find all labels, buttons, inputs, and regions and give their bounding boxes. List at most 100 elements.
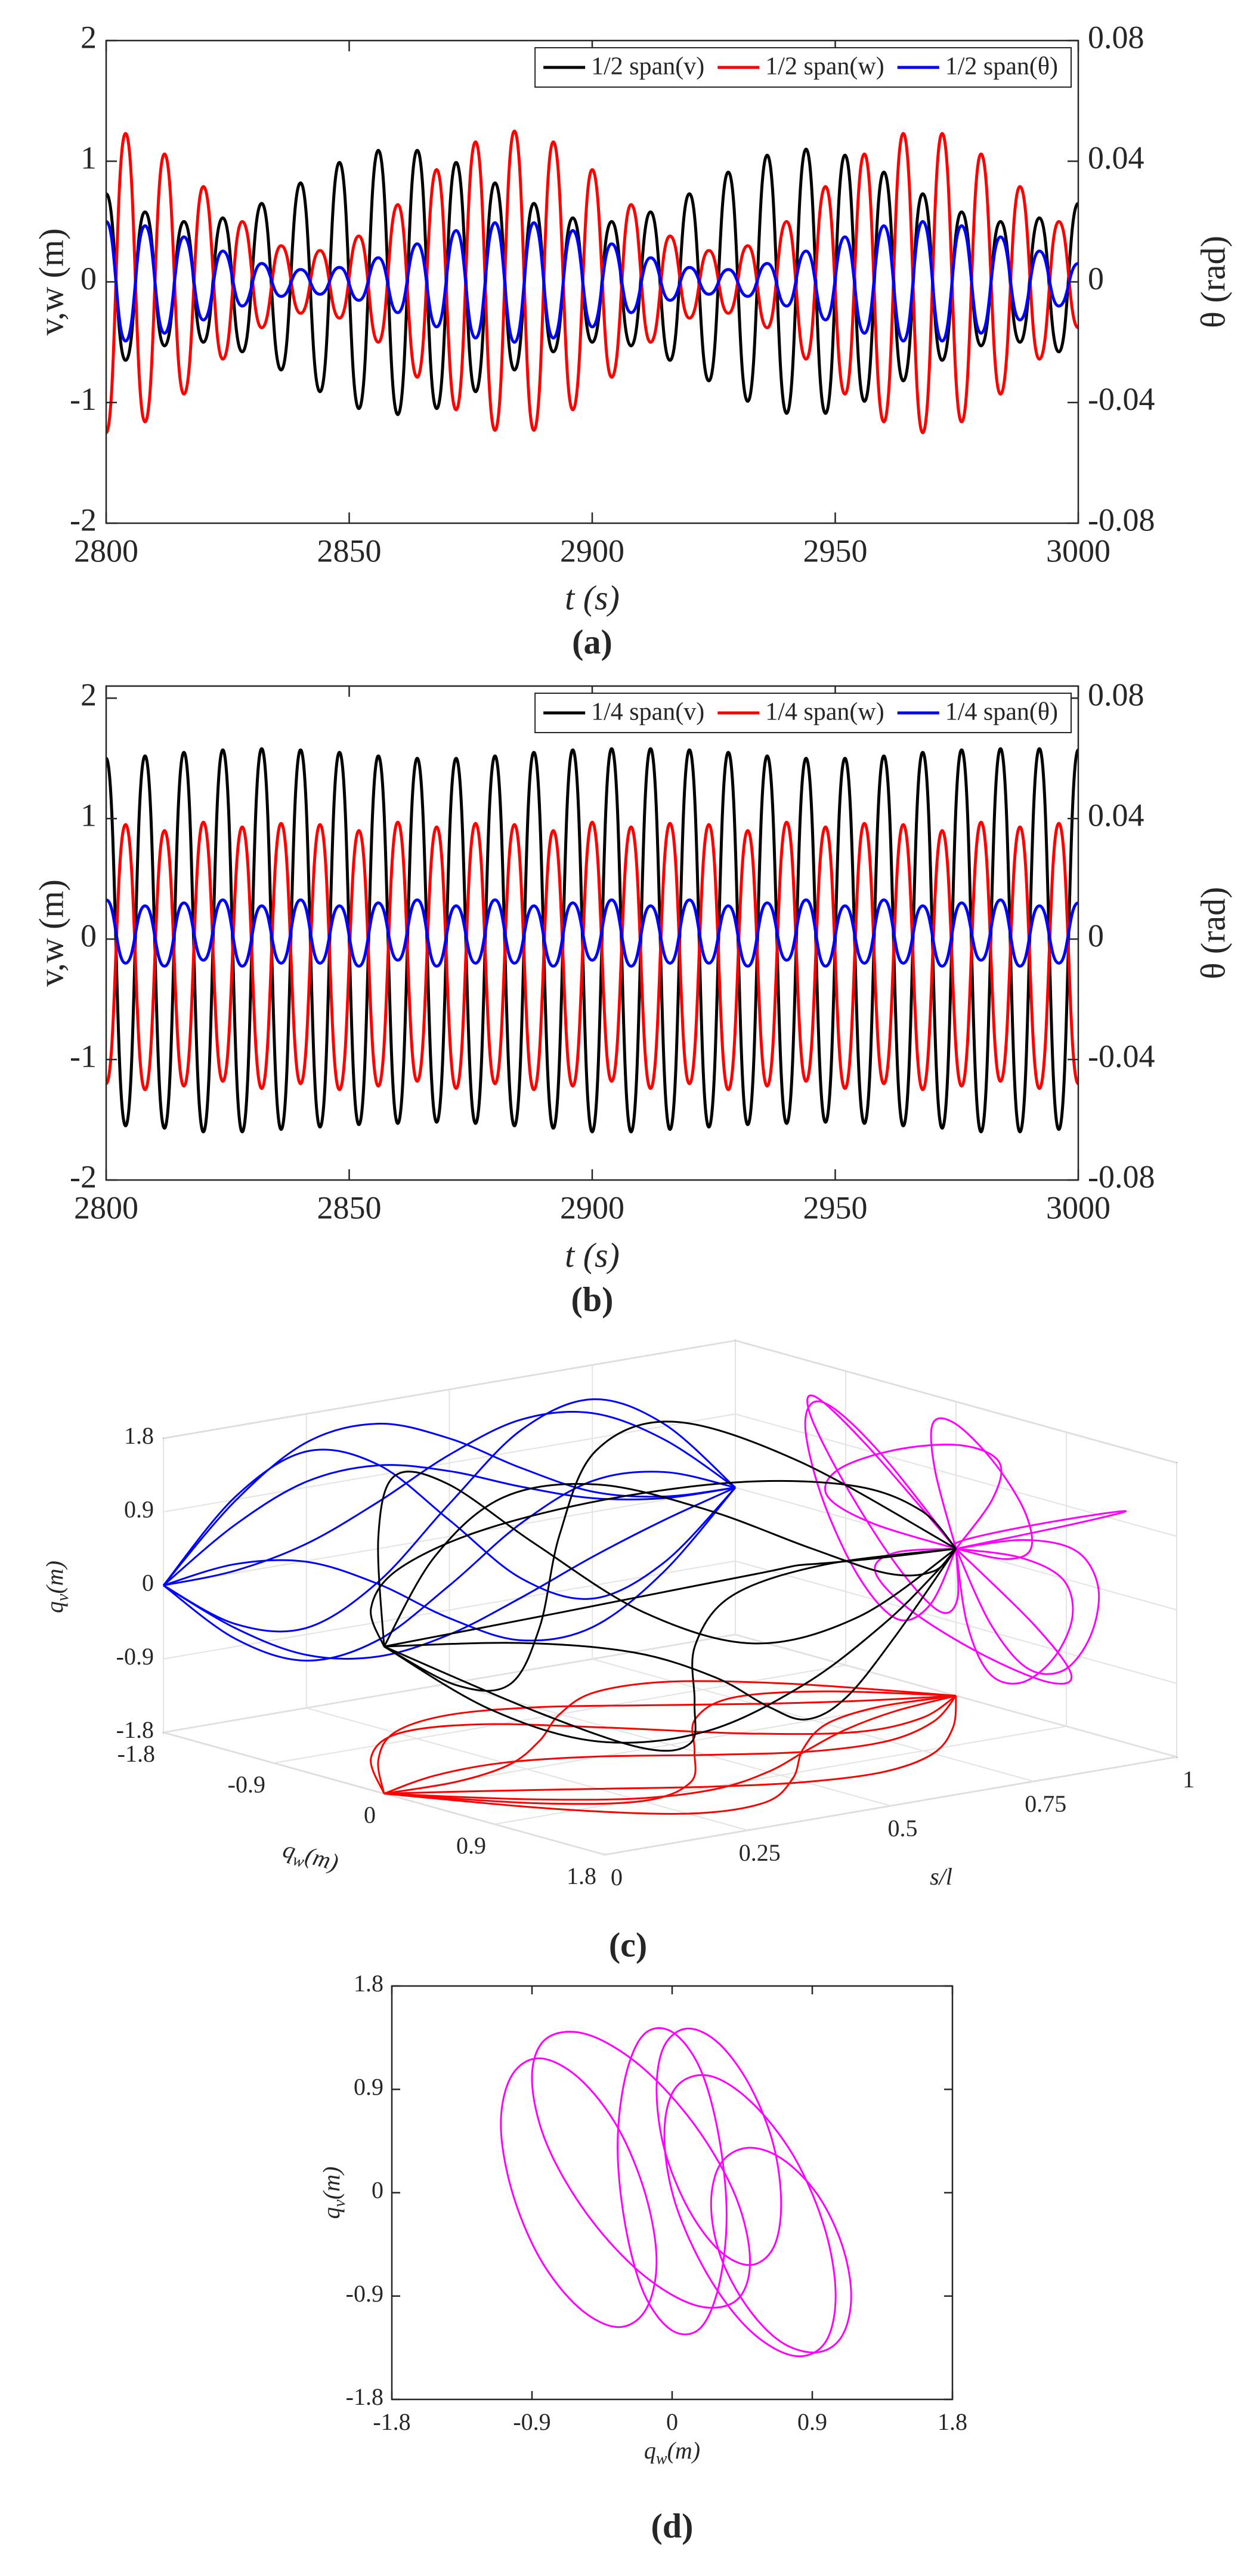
grid-line <box>592 1658 1034 1782</box>
cable-curve <box>383 1548 957 1721</box>
x-tick-label: 1.8 <box>938 2408 967 2435</box>
label-part: (m) <box>302 1842 341 1876</box>
y-tick-label: -1 <box>70 1038 97 1074</box>
x-tick-label: 2950 <box>803 1190 868 1225</box>
y-tick-label: -1.8 <box>117 1740 155 1767</box>
w-projection <box>370 1695 957 1794</box>
y-tick-label: 0 <box>364 1802 376 1828</box>
legend: 1/2 span(v) 1/2 span(w) 1/2 span(θ) <box>534 47 1072 88</box>
y-tick-label: 0 <box>372 2177 383 2204</box>
y-tick-label: -2 <box>70 502 97 538</box>
x-axis-label: s/l <box>930 1863 952 1890</box>
x-tick-label: 2900 <box>560 533 624 569</box>
y-tick-label: 1.8 <box>354 1970 383 1997</box>
section-projection <box>824 1443 1003 1550</box>
label-part: (m) <box>41 1561 68 1594</box>
legend-label: 1/2 span(w) <box>765 53 884 81</box>
series-line <box>104 129 1079 434</box>
cable-curve <box>383 1548 957 1648</box>
axis-label: qw(m) <box>644 2437 700 2468</box>
z-tick-label: 0 <box>142 1570 154 1596</box>
x-axis-label: t (s) <box>565 1236 620 1274</box>
cable-curve <box>383 1482 957 1647</box>
section-projection <box>955 1548 1074 1685</box>
y-tick-label: 1 <box>81 798 97 833</box>
y2-axis-label: θ (rad) <box>1193 887 1232 980</box>
w-projection <box>383 1680 957 1794</box>
x-tick-label: 3000 <box>1046 1190 1110 1225</box>
y-tick-label: -2 <box>70 1159 97 1194</box>
x-tick-label: 2850 <box>317 1190 382 1225</box>
panel-label: (a) <box>572 622 612 661</box>
legend-box <box>534 693 1072 733</box>
panel-label: (d) <box>651 2506 694 2545</box>
v-projection <box>163 1398 736 1633</box>
y-axis-label: v,w (m) <box>32 228 70 336</box>
y2-tick-label: -0.08 <box>1088 1159 1155 1194</box>
y-tick-label: -1 <box>70 381 97 417</box>
x-tick-label: 0.9 <box>797 2408 827 2435</box>
y-tick-label: 2 <box>81 677 97 713</box>
y-tick-label: 0 <box>81 261 97 296</box>
section-projection <box>955 1539 1100 1675</box>
legend-box <box>534 47 1072 88</box>
orbit-loop <box>710 2146 852 2353</box>
y-tick-label: -0.9 <box>346 2280 383 2307</box>
y2-tick-label: -0.08 <box>1088 502 1155 538</box>
label-part: q <box>41 1601 68 1613</box>
legend-label: 1/2 span(θ) <box>945 53 1058 81</box>
w-projection <box>383 1695 957 1815</box>
z-tick-label: 1.8 <box>124 1422 154 1449</box>
panel-label: (c) <box>609 1925 647 1964</box>
panel-label: (b) <box>571 1280 614 1318</box>
z-tick-label: 0.9 <box>124 1496 154 1522</box>
legend-label: 1/4 span(θ) <box>945 699 1058 726</box>
axis-label: qw(m) <box>279 1836 342 1880</box>
cable-curve <box>377 1471 957 1647</box>
x-tick-label: 2900 <box>560 1190 624 1225</box>
y-tick-label: 0.9 <box>456 1832 486 1859</box>
x-tick-label: 0 <box>666 2408 678 2435</box>
x-tick-label: 2850 <box>317 533 382 569</box>
plot-area <box>106 41 1078 523</box>
orbit-loop <box>500 2057 658 2328</box>
y2-tick-label: 0.08 <box>1088 19 1144 55</box>
w-projection <box>383 1695 957 1801</box>
y-axis-label: v,w (m) <box>32 879 70 987</box>
orbit-loop <box>663 2074 837 2358</box>
x-tick-label: 2800 <box>74 1190 138 1225</box>
x-tick-label: 2800 <box>74 533 138 569</box>
y2-tick-label: 0.04 <box>1088 798 1144 833</box>
y-tick-label: 0.9 <box>354 2073 383 2100</box>
v-projection <box>163 1487 737 1642</box>
orbit-loop <box>655 2027 782 2266</box>
x-axis-label: t (s) <box>565 578 620 617</box>
y-tick-label: 2 <box>81 19 97 55</box>
grid-line <box>306 1707 748 1831</box>
orbit-loop <box>531 2031 751 2309</box>
orbit-loop <box>617 2027 728 2336</box>
y-tick-label: 1 <box>81 140 97 176</box>
legend-label: 1/4 span(v) <box>591 699 704 726</box>
x-tick-label: 0.75 <box>1025 1790 1066 1817</box>
section-projection <box>806 1394 960 1614</box>
series-line <box>104 147 1080 416</box>
y-tick-label: 1.8 <box>567 1862 596 1889</box>
x-tick-label: -1.8 <box>373 2408 410 2435</box>
y-tick-label: 0 <box>81 918 97 953</box>
w-projection <box>383 1690 957 1805</box>
x-tick-label: -0.9 <box>513 2408 550 2435</box>
legend: 1/4 span(v) 1/4 span(w) 1/4 span(θ) <box>534 693 1072 733</box>
y2-tick-label: 0 <box>1088 261 1104 296</box>
section-projection <box>930 1417 1034 1560</box>
y-tick-label: -0.9 <box>228 1771 265 1797</box>
y2-tick-label: 0.08 <box>1088 677 1144 713</box>
y2-tick-label: -0.04 <box>1088 1038 1155 1074</box>
z-tick-label: -0.9 <box>116 1643 154 1670</box>
legend-label: 1/2 span(v) <box>591 53 704 81</box>
x-tick-label: 0.25 <box>739 1839 781 1866</box>
x-tick-label: 2950 <box>803 533 868 569</box>
v-projection <box>163 1464 736 1586</box>
x-tick-label: 3000 <box>1046 533 1110 569</box>
w-projection <box>383 1695 957 1794</box>
